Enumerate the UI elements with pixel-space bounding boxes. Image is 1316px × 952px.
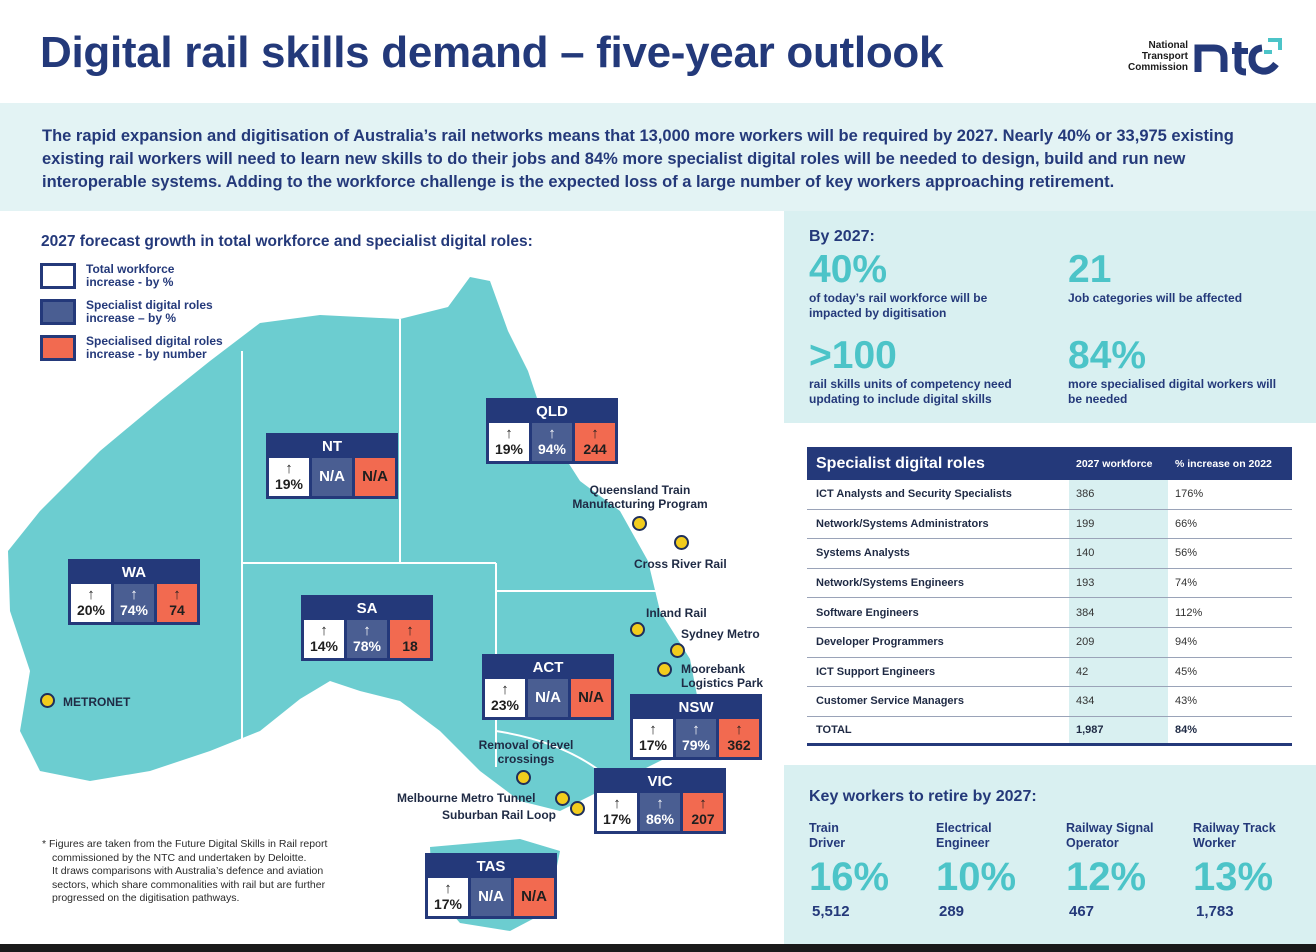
cell-specialist: ↑ 94%	[532, 423, 572, 461]
ntc-logo-mark-icon	[1194, 38, 1282, 76]
location-dot-icon	[670, 643, 685, 658]
cell-number: ↑ 74	[157, 584, 197, 622]
cell-number: ↑ 244	[575, 423, 615, 461]
cell-specialist: ↑ 86%	[640, 793, 680, 831]
page-title: Digital rail skills demand – five-year o…	[40, 28, 944, 77]
cell-total: ↑ 20%	[71, 584, 111, 622]
cell-total: ↑ 17%	[633, 719, 673, 757]
table-row: Systems Analysts 140 56%	[807, 539, 1292, 569]
location-dot-icon	[555, 791, 570, 806]
cell-specialist: N/A	[528, 679, 568, 717]
legend-item-number: Specialised digital roles increase - by …	[40, 335, 226, 361]
cell-number: N/A	[571, 679, 611, 717]
location-label: Sydney Metro	[681, 627, 760, 641]
cell-number: ↑ 207	[683, 793, 723, 831]
location-dot-icon	[674, 535, 689, 550]
specialist-roles-table: Specialist digital roles 2027 workforce …	[807, 447, 1292, 747]
legend-item-specialist: Specialist digital roles increase – by %	[40, 299, 226, 325]
legend-item-total: Total workforce increase - by %	[40, 263, 226, 289]
state-box-nt: NT ↑ 19% N/A N/A	[266, 433, 398, 499]
legend-swatch-number	[40, 335, 76, 361]
cell-number: N/A	[355, 458, 395, 496]
location-dot-icon	[632, 516, 647, 531]
bottom-bar	[0, 944, 1316, 952]
table-row: ICT Analysts and Security Specialists 386…	[807, 480, 1292, 510]
table-row: ICT Support Engineers 42 45%	[807, 657, 1292, 688]
cell-total: ↑ 19%	[269, 458, 309, 496]
cell-specialist: ↑ 74%	[114, 584, 154, 622]
location-dot-icon	[630, 622, 645, 637]
state-box-tas: TAS ↑ 17% N/A N/A	[425, 853, 557, 919]
retire-worker: Railway Track Worker 13% 1,783	[1193, 821, 1276, 920]
location-dot-icon	[516, 770, 531, 785]
logo-text: National Transport Commission	[1127, 40, 1188, 73]
table-row: Network/Systems Engineers 193 74%	[807, 568, 1292, 599]
cell-specialist: N/A	[471, 878, 511, 916]
retire-worker: Railway Signal Operator 12% 467	[1066, 821, 1154, 920]
state-box-qld: QLD ↑ 19% ↑ 94% ↑ 244	[486, 398, 618, 464]
cell-total: ↑ 19%	[489, 423, 529, 461]
location-dot-icon	[40, 693, 55, 708]
cell-number: ↑ 18	[390, 620, 430, 658]
location-label: Moorebank Logistics Park	[681, 662, 764, 690]
retire-worker: Electrical Engineer 10% 289	[936, 821, 1017, 920]
nsw-vic-border	[495, 730, 601, 772]
location-dot-icon	[657, 662, 672, 677]
table-row: Customer Service Managers 434 43%	[807, 687, 1292, 717]
location-label: Queensland Train Manufacturing Program	[572, 483, 708, 511]
stat-item: 21 Job categories will be affected	[1068, 248, 1243, 306]
cell-specialist: ↑ 78%	[347, 620, 387, 658]
cell-total: ↑ 17%	[597, 793, 637, 831]
footnote: * Figures are taken from the Future Digi…	[42, 838, 328, 904]
ntc-logo: National Transport Commission	[1126, 34, 1286, 76]
stats-title: By 2027:	[809, 228, 875, 245]
table-total-row: TOTAL 1,987 84%	[807, 716, 1292, 747]
location-label: METRONET	[63, 695, 131, 709]
location-label: Removal of level crossings	[478, 738, 574, 766]
cell-total: ↑ 17%	[428, 878, 468, 916]
retire-panel: Key workers to retire by 2027: Train Dri…	[784, 765, 1316, 952]
state-box-wa: WA ↑ 20% ↑ 74% ↑ 74	[68, 559, 200, 625]
cell-number: ↑ 362	[719, 719, 759, 757]
table-row: Network/Systems Administrators 199 66%	[807, 509, 1292, 540]
state-box-sa: SA ↑ 14% ↑ 78% ↑ 18	[301, 595, 433, 661]
legend-swatch-specialist	[40, 299, 76, 325]
stats-panel: By 2027: 40% of today’s rail workforce w…	[784, 211, 1316, 423]
location-label: Suburban Rail Loop	[442, 808, 556, 822]
retire-title: Key workers to retire by 2027:	[809, 788, 1037, 805]
stat-item: >100 rail skills units of competency nee…	[809, 334, 1012, 407]
location-dot-icon	[570, 801, 585, 816]
map-section: 2027 forecast growth in total workforce …	[0, 211, 784, 952]
cell-specialist: ↑ 79%	[676, 719, 716, 757]
location-label: Inland Rail	[646, 606, 707, 620]
map-legend: Total workforce increase - by % Speciali…	[40, 263, 226, 371]
stat-item: 84% more specialised digital workers wil…	[1068, 334, 1277, 407]
table-header: Specialist digital roles 2027 workforce …	[807, 447, 1292, 480]
cell-specialist: N/A	[312, 458, 352, 496]
state-box-act: ACT ↑ 23% N/A N/A	[482, 654, 614, 720]
table-row: Developer Programmers 209 94%	[807, 627, 1292, 658]
cell-total: ↑ 23%	[485, 679, 525, 717]
map-heading: 2027 forecast growth in total workforce …	[41, 233, 533, 250]
intro-panel: The rapid expansion and digitisation of …	[0, 103, 1316, 211]
retire-worker: Train Driver 16% 5,512	[809, 821, 890, 920]
table-row: Software Engineers 384 112%	[807, 598, 1292, 628]
stat-item: 40% of today’s rail workforce will be im…	[809, 248, 988, 321]
state-box-vic: VIC ↑ 17% ↑ 86% ↑ 207	[594, 768, 726, 834]
location-label: Melbourne Metro Tunnel	[397, 791, 536, 805]
legend-swatch-total	[40, 263, 76, 289]
cell-total: ↑ 14%	[304, 620, 344, 658]
location-label: Cross River Rail	[634, 557, 727, 571]
state-box-nsw: NSW ↑ 17% ↑ 79% ↑ 362	[630, 694, 762, 760]
cell-number: N/A	[514, 878, 554, 916]
intro-text: The rapid expansion and digitisation of …	[42, 127, 1234, 191]
